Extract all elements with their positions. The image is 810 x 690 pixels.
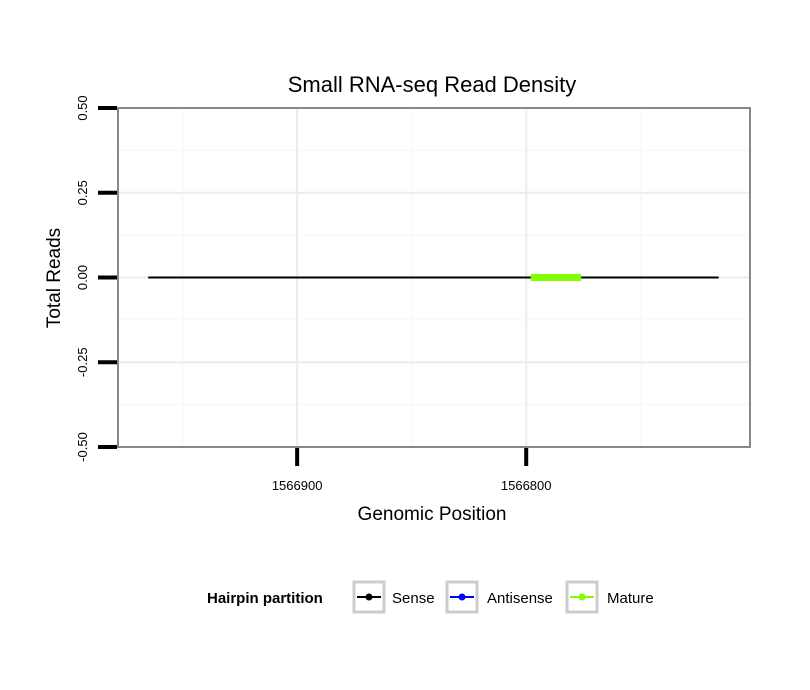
plot-panel-border — [117, 107, 751, 448]
legend-key-point — [365, 593, 373, 601]
x-axis: 1566900 1566800 — [272, 448, 552, 493]
chart-title: Small RNA-seq Read Density — [288, 72, 577, 97]
y-axis-label: Total Reads — [44, 228, 65, 328]
legend-item-antisense: Antisense — [445, 580, 553, 614]
y-tick-label: 0.00 — [75, 265, 90, 290]
y-axis: -0.50 -0.25 0.00 0.25 0.50 — [75, 95, 117, 462]
legend-key-point — [458, 593, 466, 601]
y-tick-label: 0.25 — [75, 180, 90, 205]
y-tick-label: 0.50 — [75, 95, 90, 120]
legend-label: Mature — [607, 590, 654, 607]
x-tick-label: 1566900 — [272, 478, 323, 493]
legend-key-point — [578, 593, 586, 601]
legend-title: Hairpin partition — [207, 590, 323, 607]
legend-item-mature: Mature — [565, 580, 654, 614]
legend: Hairpin partition Sense Antisense Mature — [207, 580, 654, 614]
y-tick-label: -0.25 — [75, 347, 90, 377]
legend-label: Antisense — [487, 590, 553, 607]
x-tick-label: 1566800 — [501, 478, 552, 493]
legend-label: Sense — [392, 590, 435, 607]
legend-item-sense: Sense — [352, 580, 435, 614]
x-axis-label: Genomic Position — [358, 504, 507, 525]
y-tick-label: -0.50 — [75, 432, 90, 462]
